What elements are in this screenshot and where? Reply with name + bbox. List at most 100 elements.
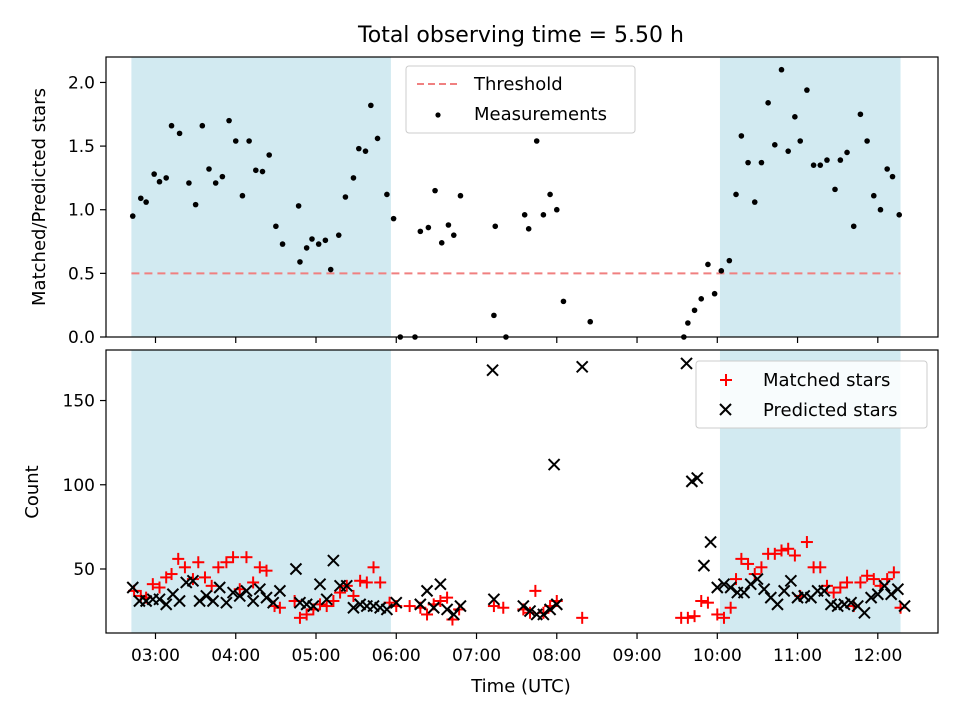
measurement-point	[844, 149, 850, 156]
measurement-point	[850, 223, 857, 230]
measurement-point	[356, 145, 362, 152]
measurement-point	[362, 148, 369, 154]
measurement-point	[322, 237, 329, 244]
predicted-star-point	[206, 594, 220, 608]
matched-star-point	[247, 576, 260, 589]
matched-star-point	[212, 561, 225, 574]
predicted-star-point	[547, 458, 561, 471]
predicted-star-point	[523, 604, 537, 618]
matched-star-point	[354, 574, 367, 587]
measurement-point	[192, 201, 199, 208]
x-axis-label: Time (UTC)	[470, 676, 571, 697]
measurement-point	[711, 290, 718, 297]
matched-star-point	[701, 596, 714, 609]
predicted-star-point	[193, 594, 206, 608]
matched-star-point	[782, 542, 795, 555]
predicted-star-point	[878, 579, 891, 593]
matched-star-point	[841, 576, 854, 589]
measurement-point	[176, 130, 183, 137]
predicted-star-point	[289, 562, 303, 576]
predicted-star-point	[486, 364, 499, 377]
predicted-star-point	[434, 577, 447, 591]
measurement-point	[864, 138, 870, 144]
predicted-star-point	[704, 535, 717, 549]
predicted-star-point	[844, 596, 858, 609]
predicted-star-point	[440, 603, 454, 616]
matched-star-point	[755, 561, 768, 574]
matched-star-point	[153, 581, 166, 594]
predicted-star-point	[891, 582, 905, 596]
measurement-point	[691, 307, 698, 314]
matched-star-point	[434, 594, 447, 607]
measurement-point	[151, 171, 157, 177]
measurement-point	[491, 312, 497, 319]
measurement-point	[226, 117, 232, 124]
predicted-star-point	[126, 581, 139, 594]
predicted-star-point	[153, 593, 166, 606]
predicted-star-point	[711, 581, 724, 594]
measurement-point	[785, 148, 791, 154]
matched-star-point	[192, 556, 205, 569]
predicted-star-point	[697, 559, 711, 572]
x-tick-label: 04:00	[211, 646, 260, 666]
measurement-point	[758, 159, 765, 166]
predicted-star-point	[454, 599, 467, 613]
matched-star-point	[894, 601, 907, 614]
x-tick-label: 09:00	[613, 646, 662, 666]
matched-star-point	[253, 561, 266, 574]
measurement-point	[817, 162, 824, 168]
y-axis-label-count: Count	[22, 465, 43, 518]
matched-star-point	[367, 561, 380, 574]
matched-star-point	[487, 600, 500, 613]
matched-star-point	[178, 561, 191, 574]
measurement-point	[219, 173, 226, 180]
x-tick-label: 06:00	[372, 646, 421, 666]
measurement-point	[368, 102, 374, 109]
measurement-point	[857, 111, 864, 118]
x-tick-label: 11:00	[773, 646, 822, 666]
x-tick-label: 10:00	[693, 646, 742, 666]
legend-matched-label: Matched stars	[763, 370, 890, 391]
matched-star-point	[220, 556, 233, 569]
measurement-point	[266, 152, 272, 158]
legend-measurements-swatch	[435, 112, 441, 118]
predicted-star-point	[307, 599, 320, 613]
measurement-point	[156, 178, 163, 185]
y-tick-label-ratio: 0.0	[68, 328, 95, 348]
matched-star-point	[834, 581, 847, 594]
matched-star-point	[529, 584, 542, 597]
predicted-star-point	[818, 584, 831, 598]
measurement-point	[384, 191, 390, 198]
measurement-point	[309, 236, 315, 242]
legend-predicted-swatch	[719, 403, 732, 416]
predicted-star-point	[744, 577, 757, 591]
measurement-point	[837, 157, 844, 163]
measurement-point	[738, 133, 745, 139]
matched-star-point	[887, 566, 900, 579]
matched-star-point	[800, 536, 813, 549]
legend-bottom: Matched stars Predicted stars	[695, 360, 928, 429]
predicted-star-point	[771, 598, 784, 611]
measurement-point	[186, 180, 192, 186]
matched-star-point	[688, 610, 701, 623]
measurement-point	[733, 191, 739, 198]
matched-star-point	[260, 564, 273, 577]
matched-star-point	[867, 573, 880, 586]
measurement-point	[315, 241, 322, 247]
count-panel-frame	[105, 349, 939, 634]
matched-star-point	[146, 578, 159, 591]
matched-star-point	[827, 586, 840, 599]
predicted-star-point	[273, 584, 287, 598]
predicted-star-point	[864, 591, 878, 604]
x-tick-label: 12:00	[853, 646, 902, 666]
predicted-star-point	[447, 608, 460, 621]
predicted-star-point	[427, 601, 440, 614]
measurement-point	[335, 232, 342, 238]
measurement-point	[295, 203, 302, 209]
measurement-point	[350, 175, 357, 181]
measurement-point	[168, 122, 175, 129]
measurement-point	[163, 175, 169, 181]
matched-star-point	[711, 608, 724, 621]
predicted-star-point	[777, 584, 791, 598]
y-tick-label-count: 100	[63, 476, 95, 496]
